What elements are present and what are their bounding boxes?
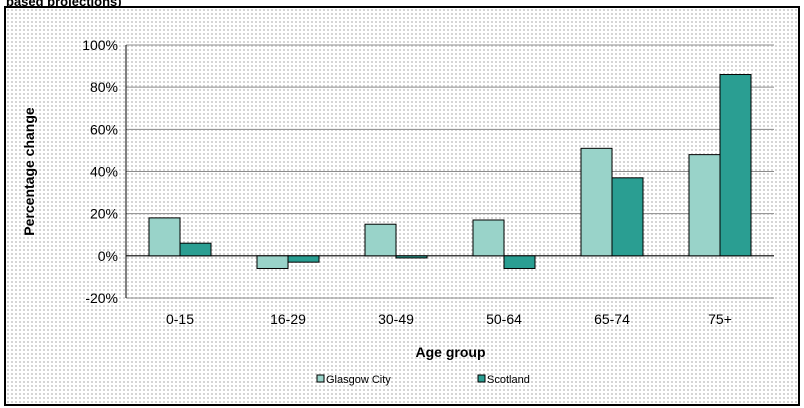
- x-axis-title: Age group: [416, 344, 486, 360]
- bar-scotland-0-15: [179, 242, 212, 257]
- y-tick-label: 0%: [98, 248, 118, 264]
- x-tick-label: 0-15: [166, 311, 194, 327]
- bar-glasgow-city-50-64: [472, 219, 505, 257]
- legend-label: Glasgow City: [326, 374, 391, 386]
- bar-chart: -20% 0% 20% 40% 60% 80% 100% 0-15 16-29 30-49 50-…: [21, 37, 774, 386]
- y-tick-label: 40%: [90, 164, 118, 180]
- y-tick-labels: -20% 0% 20% 40% 60% 80% 100%: [82, 37, 118, 306]
- bar-scotland-65-74: [611, 177, 644, 257]
- bar-scotland-30-49: [395, 255, 428, 259]
- bar-scotland-50-64: [503, 255, 536, 269]
- y-tick-label: 100%: [82, 37, 118, 53]
- bar-glasgow-city-16-29: [256, 255, 289, 269]
- y-tick-label: -20%: [85, 290, 118, 306]
- x-tick-label: 30-49: [378, 311, 414, 327]
- chart-frame: -20% 0% 20% 40% 60% 80% 100% 0-15 16-29 30-49 50-…: [4, 6, 800, 406]
- x-tick-labels: 0-15 16-29 30-49 50-64 65-74 75+: [166, 311, 732, 327]
- bar-glasgow-city-65-74: [580, 147, 613, 257]
- y-tick-label: 20%: [90, 206, 118, 222]
- legend: Glasgow City Scotland: [316, 374, 530, 386]
- chart-title-fragment: based projections): [6, 0, 122, 9]
- x-tick-label: 65-74: [594, 311, 630, 327]
- legend-swatch: [477, 374, 486, 383]
- x-tick-label: 16-29: [270, 311, 306, 327]
- bar-glasgow-city-0-15: [148, 217, 181, 257]
- x-tick-label: 75+: [708, 311, 732, 327]
- y-tick-label: 80%: [90, 79, 118, 95]
- bars: [148, 74, 752, 269]
- bar-glasgow-city-75+: [688, 154, 721, 257]
- gridlines: [126, 44, 774, 299]
- x-tick-label: 50-64: [486, 311, 522, 327]
- bar-scotland-16-29: [287, 255, 320, 263]
- y-tick-label: 60%: [90, 121, 118, 137]
- legend-swatch: [316, 374, 325, 383]
- legend-label: Scotland: [487, 374, 530, 386]
- bar-scotland-75+: [719, 74, 752, 257]
- y-axis-title: Percentage change: [21, 107, 37, 236]
- bar-glasgow-city-30-49: [364, 223, 397, 257]
